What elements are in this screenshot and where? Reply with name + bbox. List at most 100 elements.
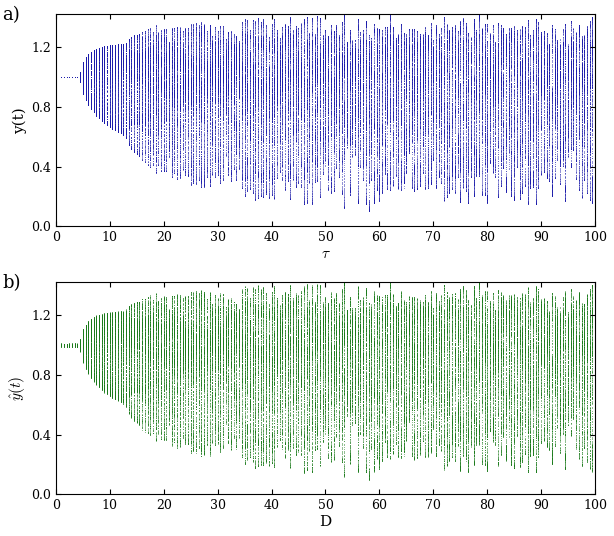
- Point: [474, 102, 484, 111]
- Point: [72, 339, 82, 348]
- Point: [450, 34, 460, 42]
- Point: [177, 115, 187, 124]
- Point: [439, 343, 449, 351]
- Point: [402, 353, 411, 361]
- Point: [367, 399, 376, 408]
- Point: [202, 78, 212, 87]
- Point: [577, 131, 586, 140]
- Point: [212, 166, 222, 174]
- Point: [245, 330, 255, 339]
- Point: [544, 373, 554, 381]
- Point: [334, 157, 344, 165]
- Point: [328, 322, 338, 331]
- Point: [569, 364, 578, 373]
- Point: [62, 73, 72, 81]
- Point: [307, 43, 317, 52]
- Point: [313, 401, 322, 410]
- Point: [286, 35, 295, 44]
- Point: [336, 376, 346, 384]
- Point: [536, 344, 546, 353]
- Point: [64, 73, 74, 81]
- Point: [280, 452, 290, 461]
- Point: [534, 356, 543, 365]
- Point: [342, 61, 352, 69]
- Point: [121, 392, 131, 401]
- Point: [391, 314, 400, 322]
- Point: [547, 293, 557, 301]
- Point: [350, 142, 360, 150]
- Point: [150, 110, 160, 119]
- Point: [412, 78, 422, 86]
- Point: [239, 301, 249, 309]
- Point: [175, 81, 185, 90]
- Point: [105, 384, 115, 392]
- Point: [396, 45, 406, 54]
- Point: [504, 326, 514, 334]
- Point: [137, 391, 147, 400]
- Point: [199, 396, 209, 404]
- Point: [518, 369, 527, 377]
- Point: [328, 390, 338, 398]
- Point: [371, 308, 381, 317]
- Point: [159, 75, 169, 84]
- Point: [134, 60, 144, 69]
- Point: [137, 44, 147, 53]
- Point: [62, 340, 72, 349]
- Point: [423, 37, 433, 46]
- Point: [173, 382, 182, 391]
- Point: [258, 361, 268, 369]
- Point: [580, 76, 589, 85]
- Point: [126, 390, 136, 398]
- Point: [251, 87, 260, 95]
- Point: [148, 64, 158, 73]
- Point: [239, 191, 249, 200]
- Point: [402, 316, 411, 325]
- Point: [84, 367, 93, 376]
- Point: [488, 346, 497, 354]
- Point: [445, 118, 454, 126]
- Point: [84, 72, 93, 80]
- Point: [247, 36, 257, 44]
- Point: [512, 41, 522, 50]
- Point: [293, 81, 303, 90]
- Point: [518, 145, 527, 154]
- Point: [161, 78, 171, 87]
- Point: [431, 56, 441, 64]
- Point: [237, 436, 247, 444]
- Point: [99, 96, 109, 105]
- Point: [293, 92, 303, 100]
- Point: [495, 381, 505, 390]
- Point: [396, 112, 406, 121]
- Point: [348, 368, 357, 377]
- Point: [78, 354, 88, 363]
- Point: [493, 138, 503, 146]
- Point: [326, 331, 336, 339]
- Point: [518, 57, 527, 65]
- Point: [64, 341, 74, 349]
- Point: [369, 438, 379, 447]
- Point: [212, 330, 222, 339]
- Point: [132, 298, 142, 307]
- Point: [488, 81, 497, 90]
- Point: [585, 389, 594, 397]
- Point: [431, 64, 441, 73]
- Point: [315, 369, 325, 378]
- Point: [398, 402, 408, 411]
- Point: [183, 314, 193, 322]
- Point: [212, 297, 222, 306]
- Point: [518, 428, 527, 436]
- Point: [582, 142, 592, 151]
- Point: [590, 411, 600, 419]
- Point: [154, 47, 163, 55]
- Point: [97, 91, 107, 100]
- Point: [342, 69, 352, 78]
- Point: [245, 348, 255, 356]
- Point: [456, 400, 465, 409]
- Point: [159, 54, 169, 63]
- Point: [474, 345, 484, 354]
- Point: [159, 339, 169, 348]
- Point: [280, 114, 290, 122]
- Point: [237, 337, 247, 346]
- Point: [412, 393, 422, 402]
- Point: [202, 68, 212, 77]
